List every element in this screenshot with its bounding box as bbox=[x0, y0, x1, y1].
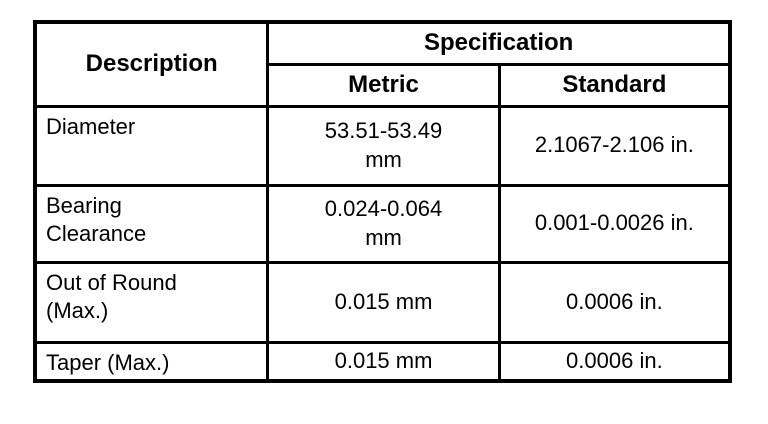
table-row-taper: Taper (Max.) 0.015 mm 0.0006 in. bbox=[33, 340, 732, 383]
header-description: Description bbox=[33, 20, 270, 108]
header-row-top: Description Specification bbox=[33, 20, 732, 108]
specification-table: Description Specification Metric Standar… bbox=[33, 20, 732, 384]
description-cell: Taper (Max.) bbox=[33, 340, 270, 383]
standard-value-cell: 0.0006 in. bbox=[497, 260, 732, 344]
description-cell: Bearing Clearance bbox=[33, 183, 270, 264]
metric-value-cell: 53.51-53.49 mm bbox=[266, 104, 501, 187]
table-header: Description Specification Metric Standar… bbox=[33, 20, 732, 108]
table-row-out-of-round: Out of Round (Max.) 0.015 mm 0.0006 in. bbox=[33, 260, 732, 344]
metric-value-cell: 0.015 mm bbox=[266, 340, 501, 383]
header-metric: Metric bbox=[266, 62, 501, 108]
header-standard: Standard bbox=[497, 62, 732, 108]
standard-value-cell: 0.001-0.0026 in. bbox=[497, 183, 732, 264]
table-row-bearing-clearance: Bearing Clearance 0.024-0.064 mm 0.001-0… bbox=[33, 183, 732, 264]
metric-value-cell: 0.024-0.064 mm bbox=[266, 183, 501, 264]
description-cell: Diameter bbox=[33, 104, 270, 187]
description-cell: Out of Round (Max.) bbox=[33, 260, 270, 344]
table-row-diameter: Diameter 53.51-53.49 mm 2.1067-2.106 in. bbox=[33, 104, 732, 187]
standard-value-cell: 2.1067-2.106 in. bbox=[497, 104, 732, 187]
header-row-sub: Metric Standard bbox=[35, 62, 732, 108]
table-body: Diameter 53.51-53.49 mm 2.1067-2.106 in.… bbox=[33, 104, 732, 383]
header-specification: Specification bbox=[266, 20, 732, 66]
standard-value-cell: 0.0006 in. bbox=[497, 340, 732, 383]
metric-value-cell: 0.015 mm bbox=[266, 260, 501, 344]
